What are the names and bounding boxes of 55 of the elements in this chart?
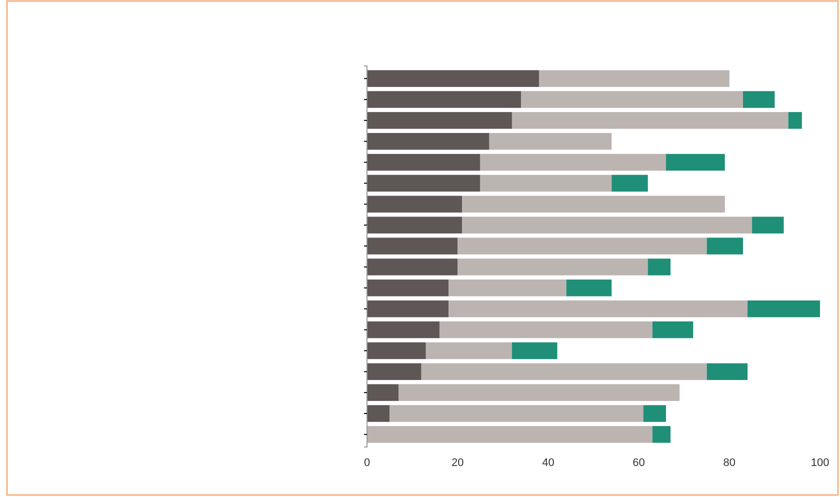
bar: [489, 132, 612, 150]
bar: [367, 132, 490, 150]
bar: [788, 112, 802, 129]
bar: [752, 216, 784, 234]
bar: [462, 196, 725, 213]
x-tick-label: 60: [632, 456, 645, 469]
bar: [643, 405, 666, 422]
x-tick-label: 80: [723, 456, 736, 469]
bar: [367, 91, 522, 108]
bar: [448, 280, 566, 296]
bar: [648, 258, 671, 276]
bar: [367, 426, 652, 443]
x-tick-label: 100: [810, 456, 830, 469]
bar: [652, 426, 671, 443]
bar: [367, 363, 422, 380]
bar: [367, 342, 426, 360]
bar: [367, 174, 480, 192]
bar: [439, 321, 652, 338]
bar: [521, 91, 743, 108]
bar: [367, 280, 449, 296]
bar: [748, 300, 820, 318]
bar: [390, 405, 644, 422]
bar: [462, 216, 752, 234]
bar: [367, 300, 449, 318]
bar: [480, 154, 666, 171]
bar: [367, 321, 440, 338]
bar: [367, 405, 390, 422]
bar: [367, 216, 462, 234]
bar: [566, 280, 612, 296]
bar: [539, 70, 730, 87]
bar: [666, 154, 725, 171]
bar: [367, 70, 540, 87]
x-tick-label: 0: [364, 456, 370, 469]
bar: [652, 321, 694, 338]
bar: [512, 342, 558, 360]
x-tick-label: 40: [542, 456, 554, 469]
bar: [458, 258, 648, 276]
bar: [612, 174, 648, 192]
bar: [706, 238, 743, 254]
bar: [458, 238, 707, 254]
bar: [421, 363, 707, 380]
bar: [367, 258, 458, 276]
bar: [742, 91, 775, 108]
bar: [448, 300, 748, 318]
bar: [367, 196, 462, 213]
bar: [367, 384, 399, 401]
bar: [706, 363, 748, 380]
bar: [367, 238, 458, 254]
bar: [398, 384, 680, 401]
x-tick-label: 20: [451, 456, 464, 469]
bar: [512, 112, 788, 129]
bar: [367, 112, 512, 129]
bar: [480, 174, 612, 192]
bar: [426, 342, 512, 360]
bar: [367, 154, 480, 171]
